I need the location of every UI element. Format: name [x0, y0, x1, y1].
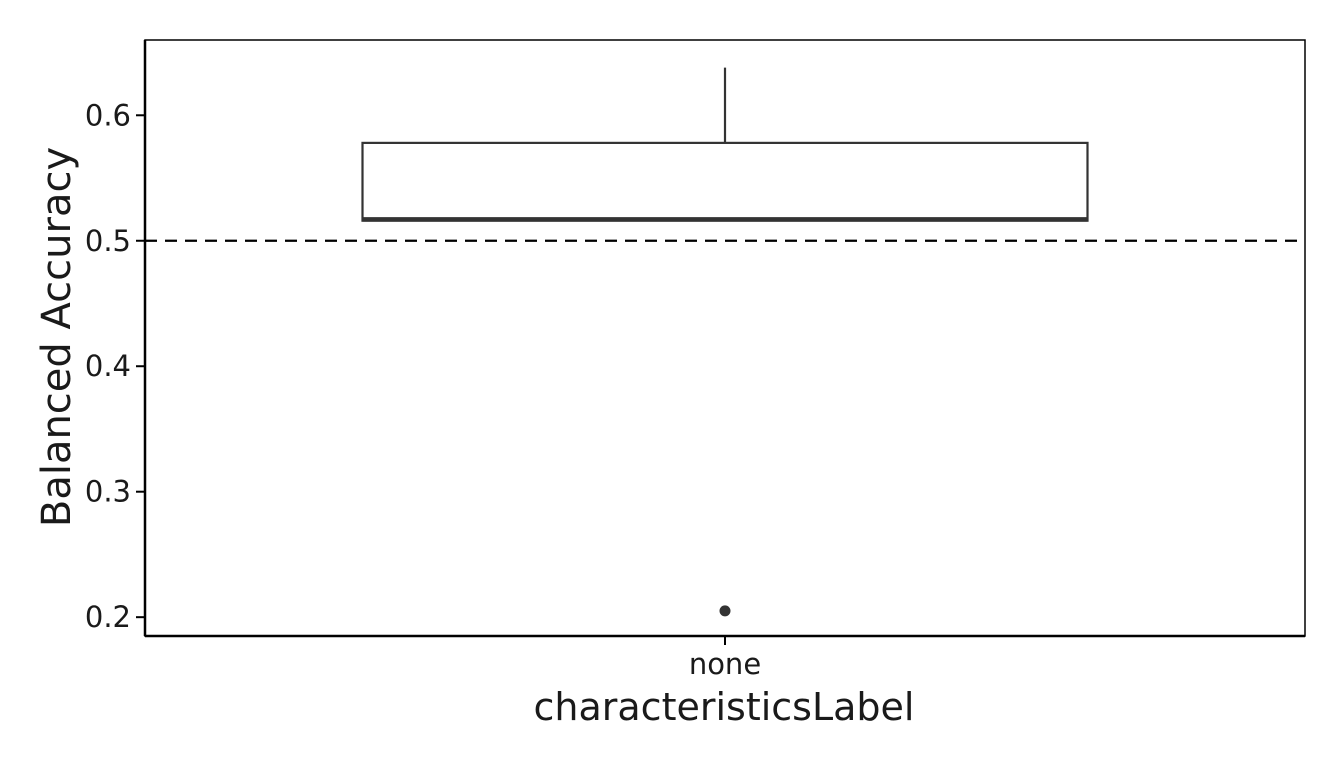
box-iqr — [361, 141, 1089, 222]
y-tick-label: 0.3 — [85, 475, 131, 509]
x-axis-title: characteristicsLabel — [534, 685, 915, 729]
y-axis-title: Balanced Accuracy — [34, 147, 80, 527]
marks-layer — [361, 67, 1089, 617]
outlier-point — [719, 605, 731, 617]
y-tick-label: 0.4 — [85, 349, 131, 383]
x-tick-label: none — [689, 647, 761, 681]
y-tick-label: 0.6 — [85, 98, 131, 132]
ticks-layer: 0.2 0.3 0.4 0.5 0.6 none — [85, 98, 761, 681]
y-tick-label: 0.2 — [85, 600, 131, 634]
y-tick-label: 0.5 — [85, 224, 131, 258]
